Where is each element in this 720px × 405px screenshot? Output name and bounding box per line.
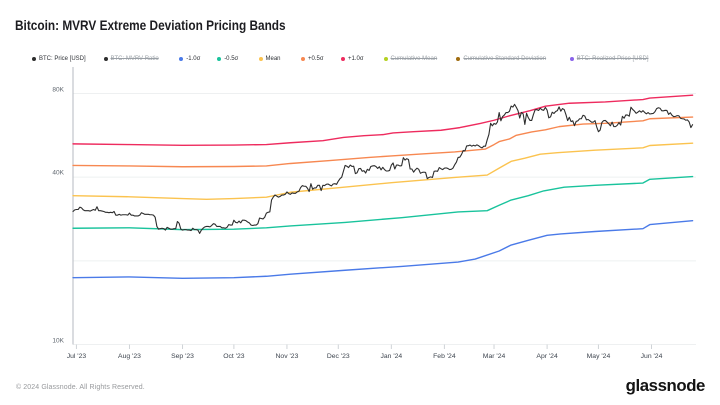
legend-dot-icon	[341, 57, 345, 61]
legend-item-label: +1.0σ	[348, 56, 364, 62]
legend-item[interactable]: BTC: Realized Price [USD]	[569, 54, 649, 64]
y-axis-label: 80K	[52, 86, 64, 94]
series-+1.0-	[72, 94, 694, 146]
legend-item-label: BTC: Realized Price [USD]	[576, 56, 649, 62]
x-axis-label: Mar '24	[482, 352, 506, 360]
legend-dot-icon	[456, 57, 461, 61]
copyright-text: © 2024 Glassnode. All Rights Reserved.	[16, 384, 145, 391]
legend-item[interactable]: Mean	[258, 54, 281, 64]
legend-item[interactable]: -1.0σ	[179, 54, 200, 64]
legend-dot-icon	[383, 57, 388, 61]
x-axis-label: Feb '24	[433, 352, 456, 360]
series-btc-price-usd-	[72, 103, 694, 234]
legend-item[interactable]: +1.0σ	[341, 54, 364, 64]
legend-item[interactable]: BTC: Price [USD]	[32, 54, 86, 64]
legend-item-label: BTC: MVRV Ratio	[110, 56, 159, 62]
legend-item-label: +0.5σ	[308, 56, 324, 62]
y-axis-label: 10K	[52, 337, 64, 345]
legend-item[interactable]: Cumulative Mean	[383, 54, 438, 64]
series-+0.5-	[72, 116, 694, 168]
x-axis-label: Jun '24	[640, 352, 663, 360]
legend-dot-icon	[301, 57, 305, 61]
legend-dot-icon	[103, 57, 108, 61]
legend-dot-icon	[569, 57, 574, 61]
chart-title: Bitcoin: MVRV Extreme Deviation Pricing …	[15, 16, 286, 33]
legend-item[interactable]: BTC: MVRV Ratio	[103, 54, 159, 64]
legend-item-label: -1.0σ	[186, 56, 201, 62]
x-axis-label: Oct '23	[223, 352, 245, 360]
x-axis-label: Sep '23	[171, 352, 194, 360]
legend-item-label: BTC: Price [USD]	[39, 56, 86, 62]
series-mean	[72, 142, 694, 200]
x-axis-label: May '24	[586, 352, 611, 360]
legend-item-label: Cumulative Mean	[390, 56, 438, 62]
x-axis-label: Nov '23	[275, 352, 299, 360]
legend-item-label: Mean	[265, 56, 281, 62]
glassnode-logo: glassnode	[625, 376, 706, 395]
x-axis-label: Jan '24	[380, 352, 403, 360]
legend-item[interactable]: -0.5σ	[217, 54, 238, 64]
legend-item-label: Cumulative Standard Deviation	[463, 56, 547, 62]
y-axis-label: 40K	[52, 169, 64, 177]
legend-item[interactable]: +0.5σ	[301, 54, 324, 64]
legend-item[interactable]: Cumulative Standard Deviation	[456, 54, 546, 64]
legend-dot-icon	[32, 57, 36, 61]
series--0.5-	[72, 175, 694, 231]
x-axis-label: Jul '23	[66, 352, 87, 360]
series--1.0-	[72, 219, 694, 280]
x-axis-label: Dec '23	[326, 352, 350, 360]
legend-dot-icon	[179, 57, 184, 61]
x-axis-label: Aug '23	[118, 352, 141, 360]
x-axis-label: Apr '24	[536, 352, 558, 360]
legend-item-label: -0.5σ	[224, 56, 239, 62]
legend-dot-icon	[217, 57, 222, 61]
legend-dot-icon	[258, 57, 263, 61]
